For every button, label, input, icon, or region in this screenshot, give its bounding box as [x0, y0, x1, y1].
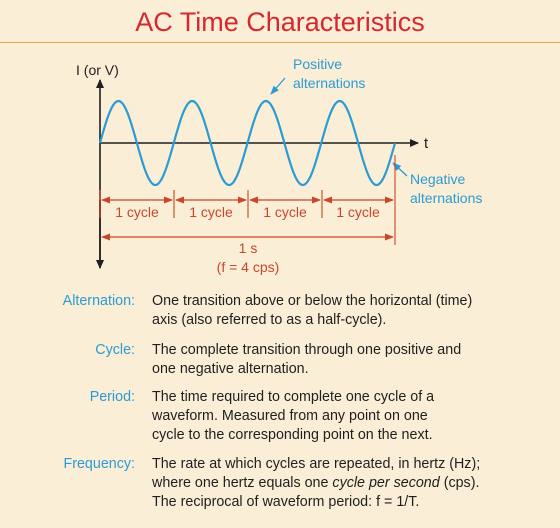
cycle-label-2: 1 cycle	[189, 204, 233, 220]
y-axis-label: I (or V)	[76, 62, 119, 78]
negative-label-line1: Negative	[410, 171, 465, 187]
cycle-boundaries	[99, 155, 396, 245]
positive-label-line1: Positive	[293, 56, 342, 72]
desc-alternation: One transition above or below the horizo…	[152, 293, 473, 328]
term-frequency: Frequency:	[63, 456, 135, 472]
cycle-label-1: 1 cycle	[115, 204, 159, 220]
frequency-label: (f = 4 cps)	[217, 259, 280, 275]
term-alternation: Alternation:	[62, 293, 135, 309]
ac-waveform-diagram: I (or V) t Positive alternations Negativ…	[76, 56, 482, 275]
cycle-label-4: 1 cycle	[336, 204, 380, 220]
positive-pointer	[270, 77, 286, 95]
period-label: 1 s	[239, 240, 258, 256]
desc-cycle: The complete transition through one posi…	[152, 342, 462, 377]
term-period: Period:	[89, 389, 135, 405]
title-divider	[0, 42, 560, 43]
sine-wave	[98, 99, 397, 187]
negative-label-line2: alternations	[410, 190, 482, 206]
cycle-label-3: 1 cycle	[263, 204, 307, 220]
desc-frequency: The rate at which cycles are repeated, i…	[152, 456, 481, 510]
positive-label-line2: alternations	[293, 75, 365, 91]
page-title: AC Time Characteristics	[135, 7, 425, 37]
term-cycle: Cycle:	[95, 342, 135, 358]
desc-period: The time required to complete one cycle …	[152, 389, 435, 443]
x-axis-label: t	[424, 135, 429, 152]
